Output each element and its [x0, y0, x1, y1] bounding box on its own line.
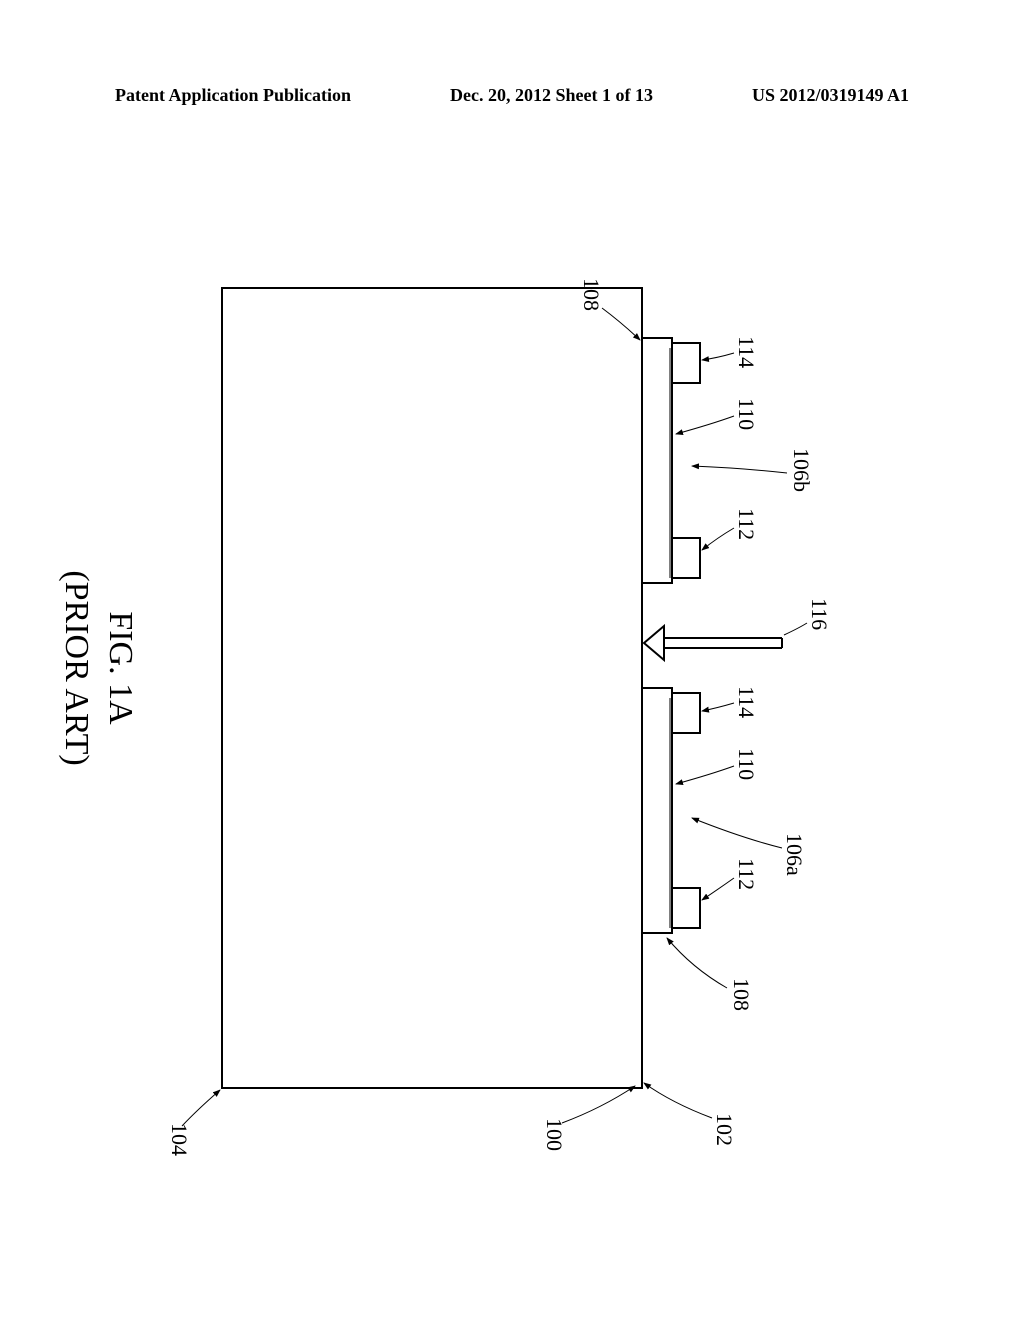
- leader-106b: [692, 466, 787, 473]
- figure-title: FIG. 1A (PRIOR ART): [54, 528, 142, 808]
- leader-112-right: [702, 878, 734, 900]
- pad-left-left: [672, 343, 700, 383]
- die-right-rect: [642, 688, 672, 933]
- figure-label-line2: (PRIOR ART): [58, 570, 95, 765]
- ref-104: 104: [166, 1123, 192, 1156]
- ref-108-right: 108: [728, 978, 754, 1011]
- leader-102: [644, 1083, 712, 1118]
- ref-106a: 106a: [781, 833, 807, 876]
- substrate-rect: [222, 288, 642, 1088]
- pad-right-right: [672, 888, 700, 928]
- page-header: Patent Application Publication Dec. 20, …: [0, 85, 1024, 106]
- ref-100: 100: [541, 1118, 567, 1151]
- ref-114-left: 114: [733, 336, 759, 368]
- leader-108-right: [667, 938, 727, 988]
- diagram-rotated-container: 100 102 104 106a 106b 108 108 110 110 11…: [0, 178, 1024, 1202]
- leader-108-left: [602, 308, 640, 340]
- header-right: US 2012/0319149 A1: [752, 85, 909, 106]
- ref-116: 116: [806, 598, 832, 630]
- ref-110-right: 110: [733, 748, 759, 780]
- header-center: Dec. 20, 2012 Sheet 1 of 13: [450, 85, 653, 106]
- die-left-rect: [642, 338, 672, 583]
- ref-102: 102: [711, 1113, 737, 1146]
- leader-112-left: [702, 528, 734, 550]
- leader-114-right: [702, 703, 734, 711]
- ref-112-left: 112: [733, 508, 759, 540]
- pad-right-left: [672, 693, 700, 733]
- ref-114-right: 114: [733, 686, 759, 718]
- figure-label-line1: FIG. 1A: [102, 611, 139, 724]
- pad-left-right: [672, 538, 700, 578]
- figure-svg: [0, 178, 1024, 1202]
- ref-106b: 106b: [788, 448, 814, 492]
- leader-106a: [692, 818, 782, 848]
- leader-110-left: [676, 416, 734, 434]
- ref-112-right: 112: [733, 858, 759, 890]
- header-left: Patent Application Publication: [115, 85, 351, 106]
- ref-108-left: 108: [578, 278, 604, 311]
- leader-114-left: [702, 353, 734, 360]
- ref-110-left: 110: [733, 398, 759, 430]
- leader-116: [784, 623, 807, 635]
- leader-100: [562, 1086, 635, 1123]
- leader-104: [182, 1090, 220, 1126]
- leader-110-right: [676, 766, 734, 784]
- arrow-head: [644, 626, 664, 660]
